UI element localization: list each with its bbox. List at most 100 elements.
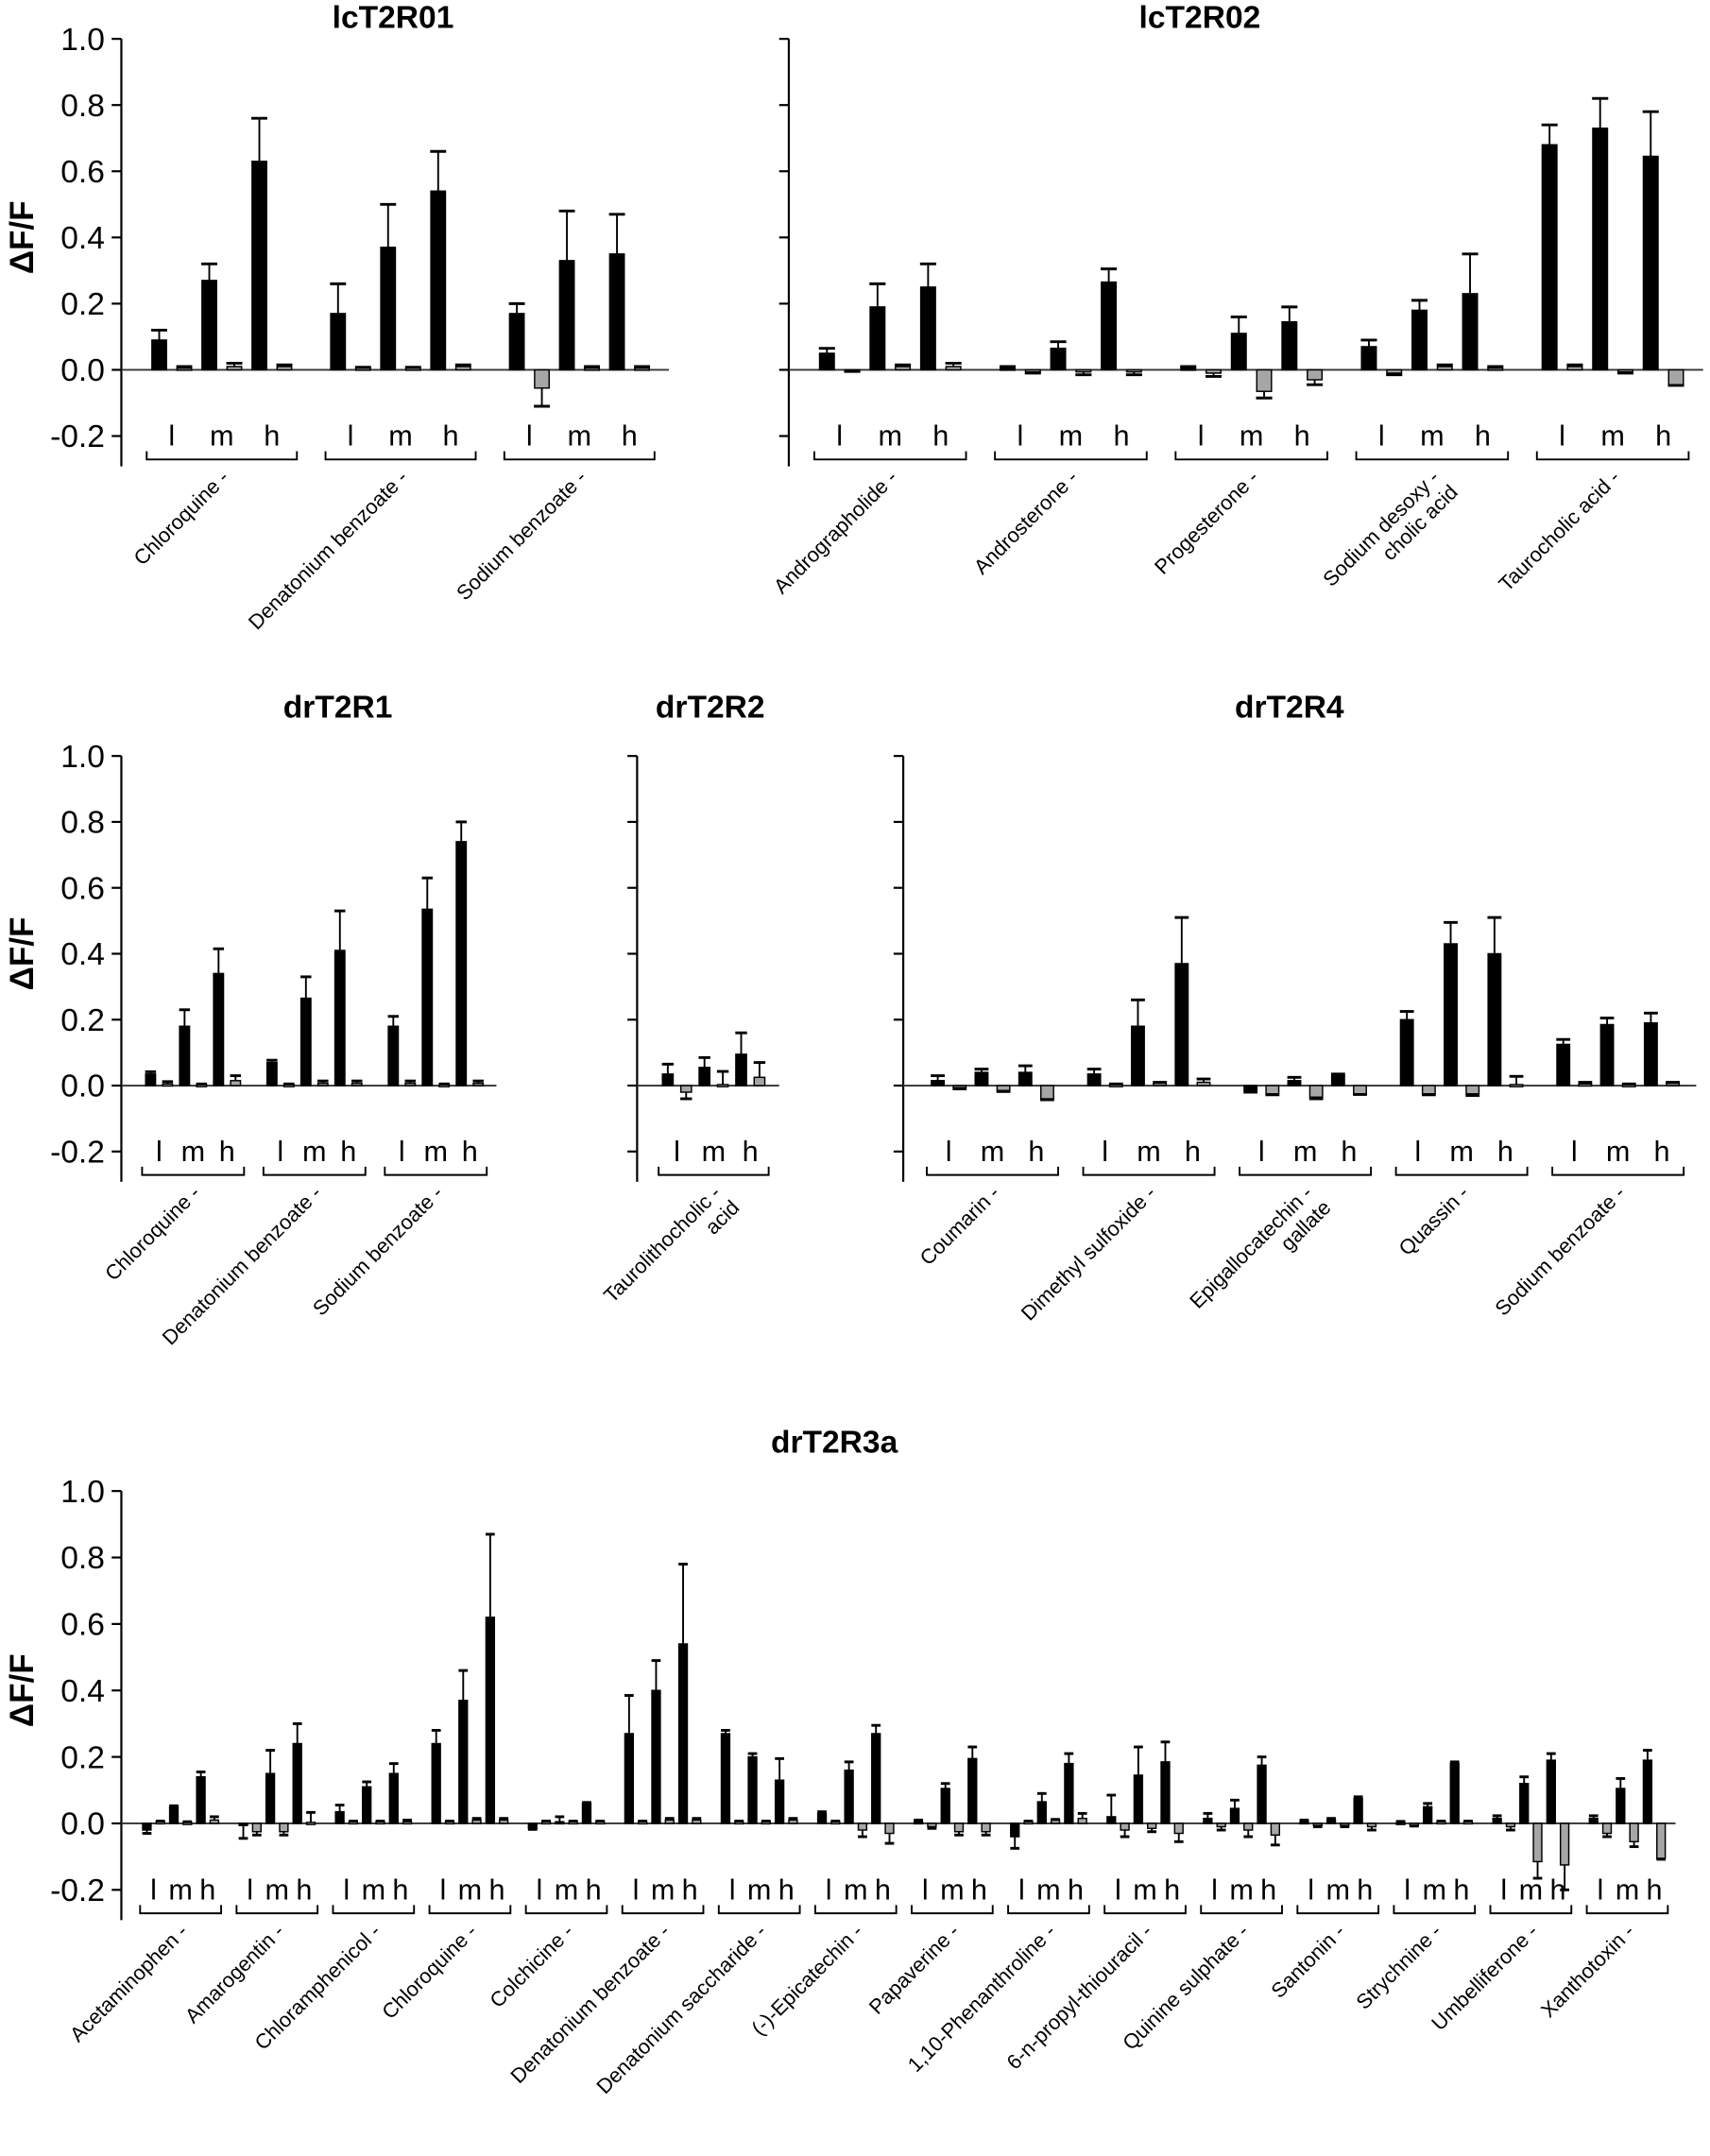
group-bracket: [1082, 1166, 1216, 1176]
concentration-label: l: [1018, 1874, 1025, 1907]
group-bracket: [503, 451, 656, 461]
concentration-label: h: [264, 420, 280, 453]
bar-control: [1173, 1822, 1184, 1835]
group-bracket: [1394, 1166, 1529, 1176]
bar-control: [1243, 1822, 1254, 1831]
category-label-line: Amarogentin -: [180, 1919, 289, 2028]
group-bracket: [1393, 1905, 1477, 1915]
chart-title: lcT2R02: [1139, 0, 1261, 35]
concentration-label: m: [1325, 1874, 1350, 1907]
bar-receptor: [1230, 333, 1247, 371]
y-tick-label: 0.6: [60, 871, 105, 906]
bar-receptor: [747, 1755, 758, 1824]
category-label: Santonin -: [1266, 1919, 1349, 2002]
concentration-label: m: [940, 1874, 965, 1907]
bar-receptor: [698, 1067, 711, 1087]
bar-receptor: [919, 286, 936, 371]
bar-receptor: [1160, 1761, 1171, 1824]
concentration-label: l: [1017, 420, 1023, 453]
bar-control: [1656, 1822, 1667, 1859]
bar-receptor: [362, 1786, 372, 1824]
bar-control: [454, 366, 471, 371]
group-bracket: [1489, 1905, 1573, 1915]
concentration-label: l: [168, 420, 175, 453]
bar-receptor: [299, 997, 312, 1087]
bar-receptor: [265, 1061, 278, 1087]
bar-receptor: [735, 1053, 747, 1087]
bar-control: [316, 1082, 329, 1087]
bar-receptor: [1287, 1080, 1302, 1087]
bar-receptor: [1360, 346, 1377, 371]
concentration-label: l: [1198, 420, 1205, 453]
category-group: l m h Taurocholic acid -: [1494, 96, 1690, 596]
bar-control: [404, 1082, 417, 1087]
bar-control: [895, 366, 912, 371]
group-bracket: [324, 451, 477, 461]
category-label: Acetaminophen -: [65, 1919, 193, 2046]
bar-control: [230, 1080, 242, 1087]
concentration-label: h: [971, 1874, 987, 1907]
bar-control: [1386, 368, 1403, 374]
concentration-label: h: [1549, 1874, 1565, 1907]
bar-control: [276, 366, 293, 371]
bar-receptor: [179, 1025, 191, 1087]
bar-receptor: [1422, 1805, 1433, 1824]
concentration-label: l: [1308, 1874, 1314, 1907]
bar-receptor: [334, 1810, 345, 1824]
bar-control: [534, 368, 550, 389]
y-tick-label: -0.2: [50, 419, 105, 454]
group-bracket: [911, 1905, 994, 1915]
group-bracket: [1200, 1905, 1283, 1915]
concentration-label: m: [1519, 1874, 1544, 1907]
chart-title: lcT2R01: [333, 0, 454, 35]
bar-control: [499, 1819, 509, 1824]
category-label: Amarogentin -: [180, 1919, 289, 2028]
concentration-label: l: [1258, 1136, 1265, 1168]
bar-receptor: [1487, 952, 1502, 1087]
bar-receptor: [818, 352, 835, 371]
category-label: Chloroquine -: [129, 466, 234, 571]
category-label-line: Dimethyl sulfoxide -: [1017, 1181, 1161, 1326]
concentration-label: l: [526, 420, 533, 453]
category-label: Chloroquine -: [377, 1919, 482, 2024]
concentration-label: l: [156, 1136, 162, 1168]
concentration-label: m: [1229, 1874, 1254, 1907]
concentration-label: m: [1600, 420, 1625, 453]
group-bracket: [1585, 1905, 1669, 1915]
group-bracket: [428, 1905, 512, 1915]
bar-control: [1366, 1822, 1377, 1828]
bar-control: [209, 1819, 220, 1824]
bar-control: [1216, 1822, 1226, 1828]
y-tick-label: 0.2: [60, 287, 105, 322]
bar-receptor: [1325, 1819, 1337, 1824]
bar-control: [884, 1822, 895, 1835]
category-label-line: Coumarin -: [915, 1181, 1004, 1270]
bar-receptor: [1519, 1783, 1530, 1824]
bar-receptor: [1050, 347, 1067, 371]
category-label-line: Denatonium benzoate -: [505, 1919, 674, 2087]
concentration-label: m: [1240, 420, 1264, 453]
bar-receptor: [1492, 1817, 1502, 1824]
group-bracket: [621, 1905, 705, 1915]
concentration-label: h: [392, 1874, 408, 1907]
bar-control: [279, 1822, 289, 1833]
concentration-label: m: [1059, 420, 1084, 453]
concentration-label: h: [296, 1874, 312, 1907]
bar-receptor: [1411, 309, 1428, 371]
bar-receptor: [1449, 1762, 1460, 1824]
bar-control: [402, 1821, 413, 1825]
concentration-label: l: [1500, 1874, 1507, 1907]
category-label: Sodium benzoate -: [1490, 1181, 1630, 1321]
concentration-label: m: [1449, 1136, 1474, 1168]
concentration-label: l: [1559, 420, 1565, 453]
concentration-label: m: [568, 420, 592, 453]
y-axis-label: ΔF/F: [4, 200, 41, 274]
bar-receptor: [1086, 1073, 1102, 1087]
chart-title: drT2R1: [283, 690, 393, 725]
bar-receptor: [940, 1788, 950, 1824]
